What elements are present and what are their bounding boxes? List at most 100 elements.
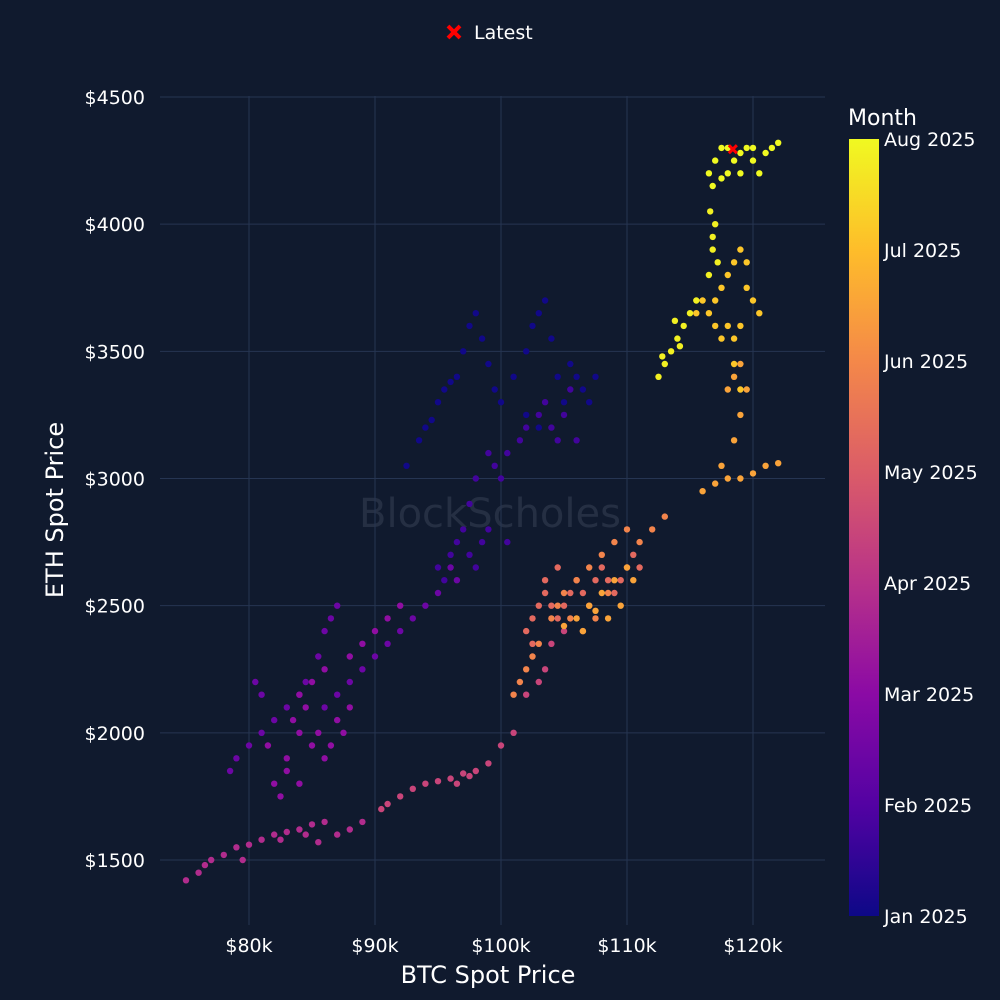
colorbar-title: Month (848, 106, 917, 131)
data-point (630, 551, 637, 558)
data-point (434, 778, 442, 785)
data-point (296, 780, 303, 787)
data-point (554, 437, 561, 444)
data-point (705, 170, 713, 177)
latest-marker (727, 144, 738, 155)
data-point (749, 297, 757, 304)
data-point (359, 640, 366, 647)
data-point (749, 157, 757, 164)
y-tick-label: $4500 (85, 87, 145, 109)
data-point (567, 589, 574, 597)
colorbar-tick-label: Jan 2025 (883, 906, 968, 928)
data-point (271, 831, 278, 838)
colorbar-tick-label: Jun 2025 (883, 351, 968, 373)
data-point (712, 221, 719, 228)
data-point (308, 742, 316, 749)
data-point (485, 449, 492, 457)
data-point (434, 564, 442, 571)
x-tick-label: $110k (597, 935, 656, 957)
data-point (271, 716, 278, 724)
data-point (523, 348, 530, 355)
data-point (397, 602, 404, 609)
data-point (560, 399, 568, 406)
colorbar: Month Jan 2025 Feb 2025 Mar 2025 Apr 2025 Ma… (848, 106, 978, 928)
data-point (245, 841, 253, 848)
legend[interactable]: Latest (446, 22, 533, 44)
data-point (737, 322, 744, 330)
data-point (567, 386, 574, 393)
data-point (409, 785, 416, 792)
data-point (724, 271, 731, 279)
data-point (775, 460, 782, 467)
data-point (334, 716, 341, 724)
colorbar-gradient (849, 139, 879, 916)
data-point (510, 729, 517, 736)
data-point (447, 775, 454, 782)
data-point (671, 317, 679, 324)
legend-label-latest: Latest (474, 22, 533, 44)
data-point (636, 538, 643, 546)
data-point (321, 704, 328, 711)
data-point (397, 627, 404, 635)
x-tick-label: $120k (723, 935, 782, 957)
data-point (548, 335, 555, 342)
data-point (334, 831, 341, 838)
data-point (485, 526, 492, 533)
data-point (321, 818, 328, 826)
data-point (548, 640, 555, 647)
data-point (617, 577, 624, 584)
data-point (737, 475, 744, 482)
data-point (699, 488, 706, 495)
data-point (460, 770, 467, 777)
data-point (491, 462, 498, 469)
data-point (529, 322, 536, 330)
data-point (334, 691, 341, 698)
data-point (472, 767, 479, 775)
data-point (409, 615, 416, 622)
data-point (699, 297, 706, 304)
data-point (346, 678, 353, 686)
data-point (466, 551, 473, 558)
data-point (548, 615, 555, 622)
data-point (497, 475, 505, 482)
data-point (252, 678, 259, 686)
data-point (529, 640, 536, 647)
data-point (756, 170, 763, 177)
data-point (226, 767, 234, 775)
data-point (208, 856, 215, 864)
data-point (630, 577, 637, 584)
data-point (709, 233, 716, 241)
data-point (604, 589, 612, 597)
data-point (466, 500, 473, 508)
data-point (315, 653, 322, 660)
data-point (359, 818, 366, 826)
data-point (554, 615, 561, 622)
data-point (472, 310, 479, 317)
data-point (592, 615, 599, 622)
data-point (724, 322, 731, 330)
data-point (709, 246, 716, 253)
data-point (308, 821, 316, 828)
data-point (453, 577, 461, 584)
data-point (447, 551, 454, 558)
data-point (283, 755, 290, 762)
data-point (277, 836, 284, 843)
data-point (535, 424, 542, 431)
data-point (302, 704, 309, 711)
data-point (283, 828, 290, 836)
data-point (775, 139, 782, 146)
data-point (560, 411, 568, 419)
data-point (504, 449, 511, 457)
data-point (730, 335, 738, 342)
latest-point (727, 144, 738, 155)
data-point (453, 373, 461, 380)
data-point (302, 678, 309, 686)
data-point (592, 607, 599, 614)
data-point (707, 208, 714, 215)
data-point (182, 877, 190, 884)
data-point (541, 297, 549, 304)
data-point (749, 144, 757, 152)
data-point (579, 589, 587, 597)
data-point (447, 564, 454, 571)
